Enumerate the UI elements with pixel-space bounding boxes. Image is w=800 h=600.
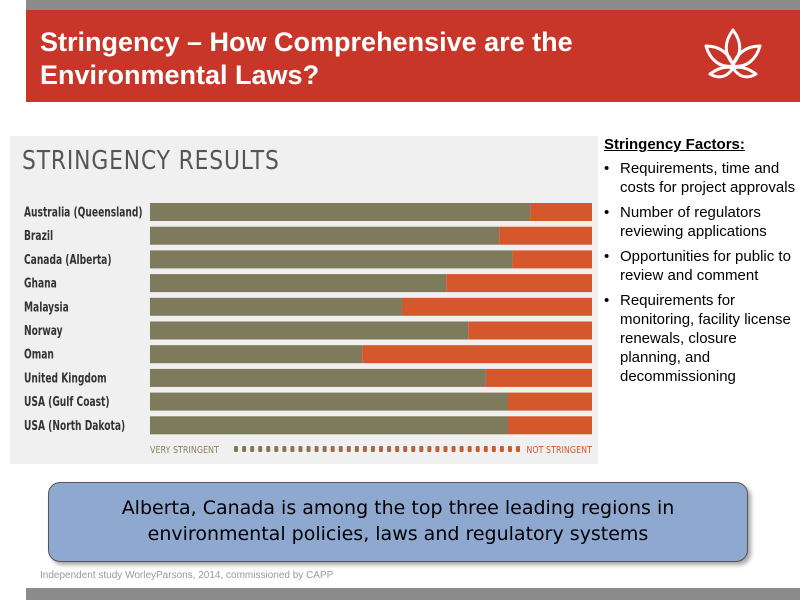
stringency-chart: Australia (Queensland) Brazil Canada (Albe… bbox=[24, 203, 592, 456]
scale-gradient-mark bbox=[443, 446, 448, 452]
scale-gradient-mark bbox=[354, 446, 359, 452]
category-label: United Kingdom bbox=[24, 370, 107, 386]
scale-gradient-mark bbox=[266, 446, 271, 452]
scale-gradient-mark bbox=[491, 446, 496, 452]
scale-gradient-mark bbox=[370, 446, 375, 452]
bar-stringent bbox=[150, 392, 509, 411]
bar-not-stringent bbox=[446, 274, 592, 293]
scale-gradient-mark bbox=[250, 446, 255, 452]
scale-gradient-mark bbox=[314, 446, 319, 452]
slide-title: Stringency – How Comprehensive are the E… bbox=[40, 26, 690, 92]
scale-gradient-mark bbox=[306, 446, 311, 452]
bar-stringent bbox=[150, 274, 447, 293]
scale-gradient-mark bbox=[362, 446, 367, 452]
factors-heading: Stringency Factors: bbox=[604, 136, 745, 153]
category-label: USA (North Dakota) bbox=[24, 418, 125, 434]
scale-gradient-mark bbox=[330, 446, 335, 452]
source-note: Independent study WorleyParsons, 2014, c… bbox=[40, 570, 334, 581]
bar-stringent bbox=[150, 416, 509, 435]
bar-stringent bbox=[150, 368, 486, 387]
bar-not-stringent bbox=[508, 416, 592, 435]
scale-gradient-mark bbox=[427, 446, 432, 452]
scale-gradient-mark bbox=[475, 446, 480, 452]
scale-gradient-mark bbox=[395, 446, 400, 452]
category-label: Norway bbox=[24, 323, 63, 339]
scale-gradient-mark bbox=[507, 446, 512, 452]
bar-not-stringent bbox=[512, 250, 592, 269]
header-banner bbox=[26, 10, 800, 102]
callout-line-1: Alberta, Canada is among the top three l… bbox=[121, 497, 675, 519]
callout-line-2: environmental policies, laws and regulat… bbox=[147, 523, 649, 545]
bar-stringent bbox=[150, 345, 363, 364]
bar-stringent bbox=[150, 297, 402, 316]
factor-item: Requirements for monitoring, facility li… bbox=[600, 291, 796, 386]
factor-item: Opportunities for public to review and c… bbox=[600, 247, 796, 285]
scale-gradient-mark bbox=[298, 446, 303, 452]
scale-gradient-mark bbox=[379, 446, 384, 452]
scale-gradient-mark bbox=[290, 446, 295, 452]
factor-item: Number of regulators reviewing applicati… bbox=[600, 203, 796, 241]
scale-gradient-mark bbox=[346, 446, 351, 452]
title-line-2: Environmental Laws? bbox=[40, 60, 320, 90]
bar-not-stringent bbox=[485, 368, 592, 387]
scale-gradient-mark bbox=[282, 446, 287, 452]
scale-gradient-mark bbox=[516, 446, 520, 452]
scale-gradient-mark bbox=[435, 446, 440, 452]
scale-right-label: NOT STRINGENT bbox=[526, 445, 592, 456]
chart-title: STRINGENCY RESULTS bbox=[22, 146, 280, 176]
scale-gradient-mark bbox=[483, 446, 488, 452]
category-label: Canada (Alberta) bbox=[24, 252, 111, 268]
scale-gradient-mark bbox=[459, 446, 464, 452]
scale-gradient-mark bbox=[234, 446, 238, 452]
bottom-bar bbox=[26, 588, 800, 600]
scale-gradient-mark bbox=[499, 446, 504, 452]
category-label: Oman bbox=[24, 346, 54, 362]
bar-not-stringent bbox=[362, 345, 592, 364]
callout-box: Alberta, Canada is among the top three l… bbox=[48, 482, 748, 562]
scale-gradient-mark bbox=[411, 446, 416, 452]
scale-gradient-mark bbox=[258, 446, 263, 452]
top-bar bbox=[26, 0, 800, 10]
bar-stringent bbox=[150, 226, 500, 245]
scale-gradient-mark bbox=[242, 446, 247, 452]
scale-gradient-mark bbox=[274, 446, 279, 452]
category-label: USA (Gulf Coast) bbox=[24, 394, 110, 410]
category-label: Malaysia bbox=[24, 299, 69, 315]
scale-gradient-mark bbox=[403, 446, 408, 452]
callout-text: Alberta, Canada is among the top three l… bbox=[49, 495, 747, 547]
scale-gradient-mark bbox=[387, 446, 392, 452]
stringency-factors-panel: Stringency Factors: Requirements, time a… bbox=[600, 136, 796, 392]
category-label: Ghana bbox=[24, 275, 57, 291]
bar-stringent bbox=[150, 321, 469, 340]
scale-gradient-mark bbox=[419, 446, 424, 452]
factors-list: Requirements, time and costs for project… bbox=[600, 159, 796, 386]
bar-not-stringent bbox=[530, 203, 592, 221]
scale-gradient-mark bbox=[451, 446, 456, 452]
lotus-logo-icon bbox=[704, 28, 762, 79]
bar-stringent bbox=[150, 250, 513, 269]
scale-gradient-mark bbox=[338, 446, 343, 452]
title-line-1: Stringency – How Comprehensive are the bbox=[40, 27, 573, 57]
scale-left-label: VERY STRINGENT bbox=[150, 445, 219, 456]
category-label: Brazil bbox=[24, 228, 53, 244]
bar-not-stringent bbox=[468, 321, 592, 340]
bar-stringent bbox=[150, 203, 531, 221]
factor-item: Requirements, time and costs for project… bbox=[600, 159, 796, 197]
bar-not-stringent bbox=[401, 297, 592, 316]
scale-gradient-mark bbox=[322, 446, 327, 452]
scale-gradient-mark bbox=[467, 446, 472, 452]
bar-not-stringent bbox=[508, 392, 592, 411]
category-label: Australia (Queensland) bbox=[24, 204, 143, 220]
bar-not-stringent bbox=[499, 226, 592, 245]
